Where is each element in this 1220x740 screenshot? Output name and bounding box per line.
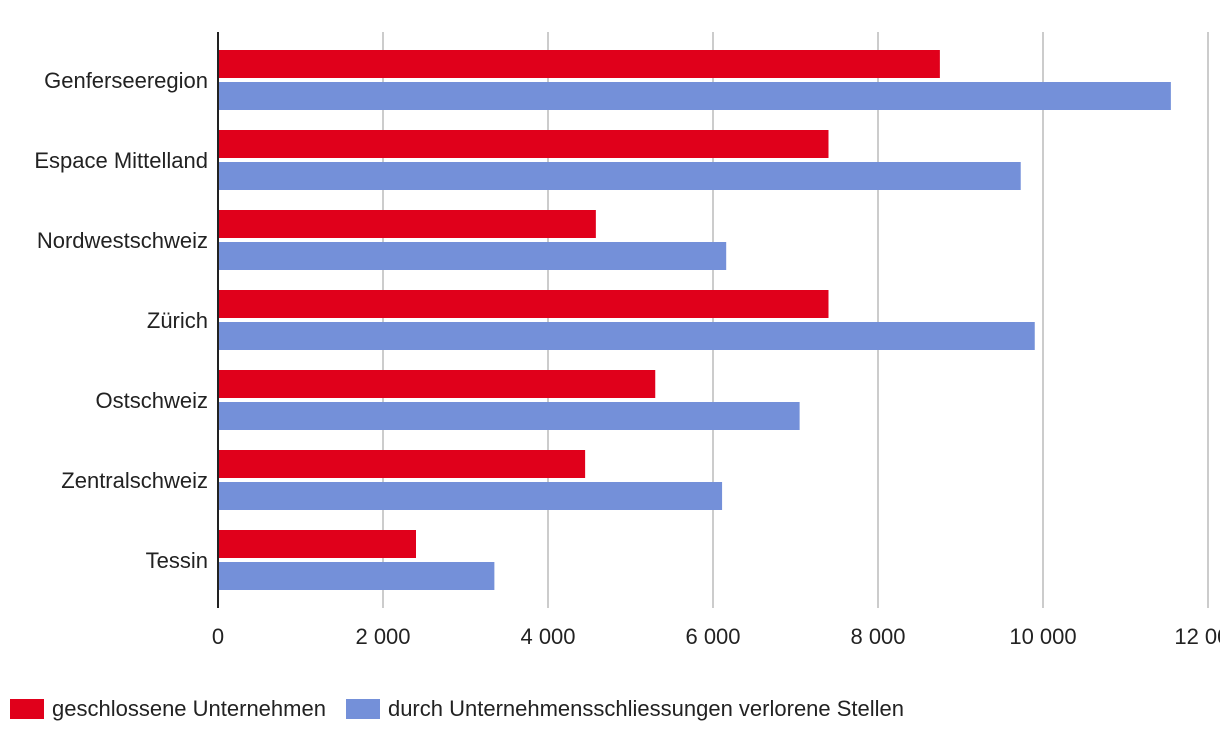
legend-swatch-closed-companies — [10, 699, 44, 719]
x-tick-label-1: 2 000 — [355, 624, 410, 649]
x-tick-label-4: 8 000 — [850, 624, 905, 649]
bar-lost-jobs-4 — [218, 402, 800, 430]
x-tick-label-5: 10 000 — [1009, 624, 1076, 649]
legend-item-closed-companies: geschlossene Unternehmen — [10, 696, 326, 722]
bar-closed-companies-1 — [218, 130, 829, 158]
x-tick-labels: 0 2 000 4 000 6 000 8 000 10 000 12 000 — [212, 624, 1220, 649]
legend: geschlossene Unternehmen durch Unternehm… — [10, 694, 924, 724]
bar-closed-companies-6 — [218, 530, 416, 558]
x-tick-label-6: 12 000 — [1174, 624, 1220, 649]
category-labels: Genferseeregion Espace Mittelland Nordwest… — [34, 68, 208, 573]
category-label-1: Espace Mittelland — [34, 148, 208, 173]
x-tick-label-2: 4 000 — [520, 624, 575, 649]
legend-label-lost-jobs: durch Unternehmensschliessungen verloren… — [387, 696, 905, 721]
bar-lost-jobs-1 — [218, 162, 1021, 190]
x-tick-label-0: 0 — [212, 624, 224, 649]
category-label-5: Zentralschweiz — [61, 468, 208, 493]
gridlines — [382, 32, 1209, 608]
bar-lost-jobs-3 — [218, 322, 1035, 350]
bar-closed-companies-5 — [218, 450, 586, 478]
category-label-3: Zürich — [147, 308, 208, 333]
bar-closed-companies-3 — [218, 290, 829, 318]
legend-swatch-lost-jobs — [345, 699, 380, 719]
bar-lost-jobs-0 — [218, 82, 1171, 110]
category-label-2: Nordwestschweiz — [37, 228, 208, 253]
legend-item-lost-jobs: durch Unternehmensschliessungen verloren… — [345, 696, 905, 722]
bar-lost-jobs-6 — [218, 562, 495, 590]
category-label-6: Tessin — [146, 548, 208, 573]
category-label-0: Genferseeregion — [44, 68, 208, 93]
bar-lost-jobs-5 — [218, 482, 723, 510]
category-label-4: Ostschweiz — [96, 388, 208, 413]
x-tick-label-3: 6 000 — [685, 624, 740, 649]
legend-label-closed-companies: geschlossene Unternehmen — [52, 696, 326, 721]
bar-closed-companies-2 — [218, 210, 596, 238]
bar-chart: Genferseeregion Espace Mittelland Nordwest… — [34, 32, 1220, 649]
bar-closed-companies-4 — [218, 370, 656, 398]
bar-closed-companies-0 — [218, 50, 940, 78]
bar-lost-jobs-2 — [218, 242, 727, 270]
bars — [218, 50, 1171, 590]
